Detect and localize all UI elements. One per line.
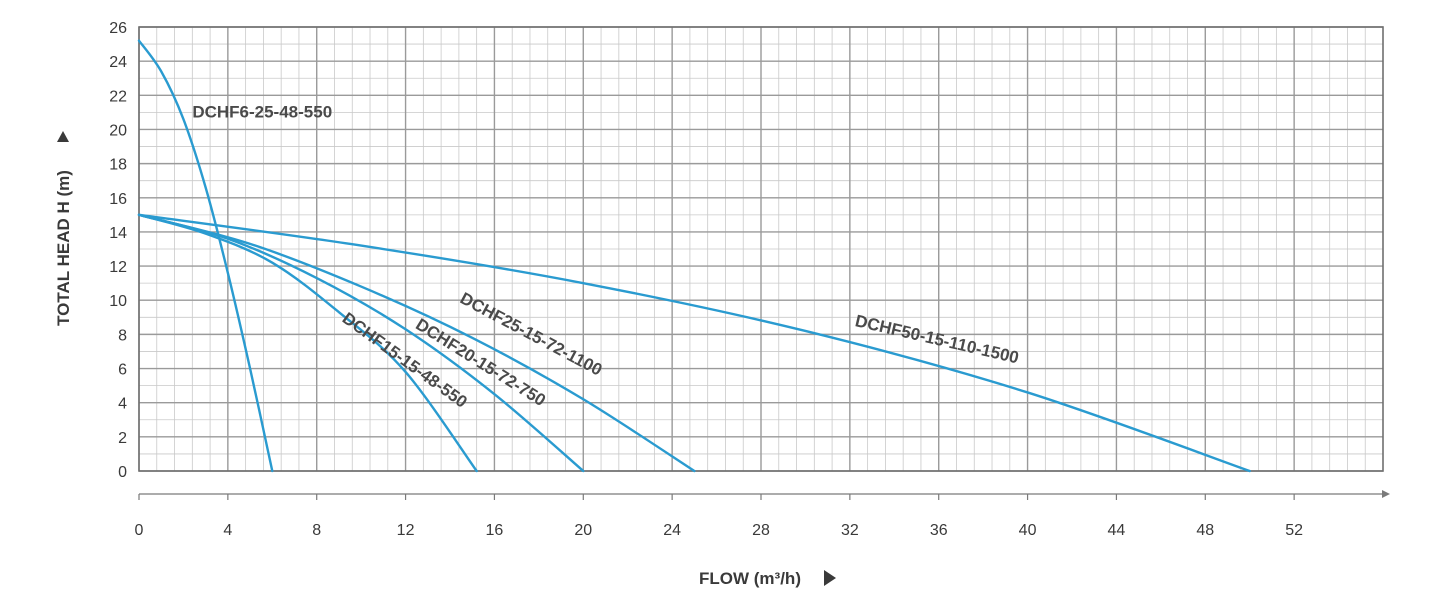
x-tick-label: 8 — [312, 522, 321, 539]
x-tick-label: 48 — [1196, 522, 1214, 539]
y-tick-label: 16 — [109, 191, 127, 208]
y-tick-label: 4 — [118, 396, 127, 413]
y-tick-label: 8 — [118, 327, 127, 344]
x-axis-arrow-icon — [824, 570, 836, 586]
x-tick-label: 36 — [930, 522, 948, 539]
x-tick-label: 4 — [223, 522, 232, 539]
y-tick-label: 0 — [118, 464, 127, 481]
x-tick-label: 16 — [486, 522, 504, 539]
y-tick-label: 6 — [118, 362, 127, 379]
series-lines — [137, 39, 1251, 473]
y-tick-label: 20 — [109, 122, 127, 139]
series-line-dchf25-15-72-1100 — [137, 213, 696, 473]
series-line-dchf20-15-72-750 — [137, 213, 585, 473]
x-tick-labels: 0 4 8 12 16 20 24 28 32 36 40 44 48 52 — [135, 522, 1304, 539]
y-tick-label: 10 — [109, 293, 127, 310]
series-line-dchf15-15-48-550 — [137, 213, 478, 473]
series-label-dchf6-25-48-550: DCHF6-25-48-550 — [192, 103, 332, 122]
series-label-dchf50-15-110-1500: DCHF50-15-110-1500 — [853, 311, 1020, 367]
x-tick-label: 12 — [397, 522, 415, 539]
x-tick-label: 20 — [574, 522, 592, 539]
y-tick-label: 12 — [109, 259, 127, 276]
x-tick-label: 40 — [1019, 522, 1037, 539]
x-tick-label: 52 — [1285, 522, 1303, 539]
series-line-dchf50-15-110-1500 — [137, 213, 1251, 473]
plot-frame — [138, 26, 1384, 472]
y-tick-label: 22 — [109, 88, 127, 105]
y-axis-title: TOTAL HEAD H (m) — [54, 170, 73, 326]
x-tick-label: 0 — [135, 522, 144, 539]
y-tick-label: 26 — [109, 20, 127, 37]
x-tick-label: 32 — [841, 522, 859, 539]
x-tick-label: 28 — [752, 522, 770, 539]
y-tick-label: 2 — [118, 430, 127, 447]
y-tick-label: 14 — [109, 225, 127, 242]
y-tick-label: 18 — [109, 157, 127, 174]
x-tick-label: 44 — [1108, 522, 1126, 539]
y-axis-arrow-icon — [57, 131, 69, 142]
x-axis-title: FLOW (m³/h) — [699, 569, 801, 588]
y-tick-label: 24 — [109, 54, 127, 71]
series-line-dchf6-25-48-550 — [137, 39, 274, 473]
x-tick-label: 24 — [663, 522, 681, 539]
x-axis-line-arrow-icon — [1382, 490, 1390, 498]
axes — [138, 26, 1390, 500]
